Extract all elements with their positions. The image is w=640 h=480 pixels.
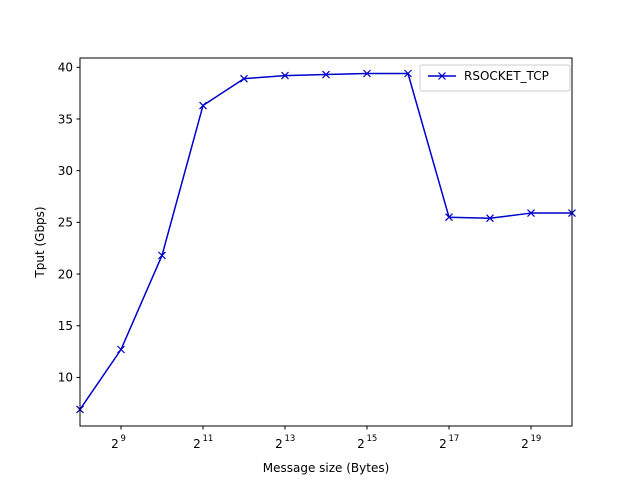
y-tick-label: 10 [58, 371, 73, 385]
axes-frame [79, 57, 573, 427]
x-tick-label: 2 [193, 437, 201, 451]
data-point-marker [322, 70, 330, 79]
marker-stroke [322, 70, 330, 79]
data-point-marker [363, 69, 371, 78]
legend-series-marker [438, 72, 446, 80]
data-point-marker [281, 71, 289, 80]
data-point-marker [445, 213, 453, 222]
data-point-marker [404, 69, 412, 78]
marker-stroke [363, 69, 371, 78]
x-tick-exponent: 11 [203, 434, 214, 444]
y-axis-label: Tput (Gbps) [33, 206, 47, 278]
plot-area [76, 69, 576, 414]
y-tick-label: 30 [58, 164, 73, 178]
legend-series-label: RSOCKET_TCP [464, 69, 549, 83]
data-point-marker [486, 214, 494, 223]
legend: RSOCKET_TCP [419, 64, 571, 92]
marker-stroke [438, 72, 446, 80]
x-tick-label: 2 [357, 437, 365, 451]
x-tick-exponent: 9 [121, 434, 126, 444]
marker-stroke [199, 101, 207, 110]
marker-stroke [404, 69, 412, 78]
marker-stroke [117, 345, 125, 354]
data-point-marker [240, 74, 248, 83]
x-tick-exponent: 13 [285, 434, 296, 444]
x-tick-label: 2 [275, 437, 283, 451]
marker-stroke [281, 71, 289, 80]
x-tick-label: 2 [439, 437, 447, 451]
y-tick-label: 20 [58, 267, 73, 281]
y-tick-label: 40 [58, 61, 73, 75]
legend-box [419, 64, 571, 92]
marker-stroke [527, 209, 535, 217]
x-tick-label: 2 [111, 437, 119, 451]
x-tick-exponent: 19 [531, 434, 542, 444]
x-tick-exponent: 15 [367, 434, 378, 444]
marker-stroke [445, 213, 453, 222]
data-point-marker [117, 345, 125, 354]
marker-stroke [486, 214, 494, 223]
x-axis: 2 9 2 11 2 13 2 15 2 17 2 19 [111, 426, 541, 451]
x-tick-label: 2 [521, 437, 529, 451]
data-point-marker [527, 209, 535, 217]
marker-stroke [158, 251, 166, 260]
marker-stroke [240, 74, 248, 83]
y-tick-label: 25 [58, 216, 73, 230]
y-tick-label: 15 [58, 319, 73, 333]
data-point-marker [199, 101, 207, 110]
y-tick-label: 35 [58, 112, 73, 126]
y-axis: 10 15 20 25 30 35 40 [58, 61, 80, 385]
x-axis-label: Message size (Bytes) [263, 461, 390, 475]
data-point-marker [158, 251, 166, 260]
x-tick-exponent: 17 [449, 434, 460, 444]
